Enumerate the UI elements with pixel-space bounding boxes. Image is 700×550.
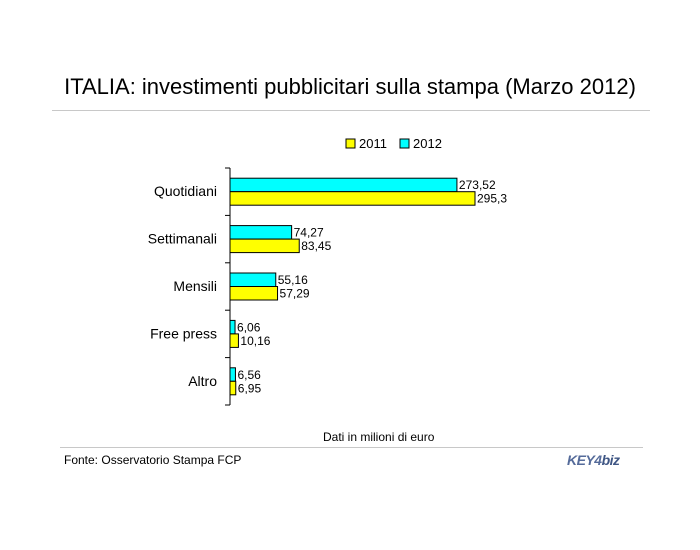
footer-divider [60, 447, 643, 448]
bar-2011 [229, 238, 300, 254]
axis-note: Dati in milioni di euro [323, 430, 435, 444]
bar-2011 [229, 286, 279, 301]
source-note: Fonte: Osservatorio Stampa FCP [64, 453, 242, 467]
bar-2012 [229, 319, 236, 335]
bar-2012 [229, 272, 277, 287]
bar-2011 [229, 380, 237, 396]
bar-2012 [229, 367, 236, 382]
bar-2012 [229, 225, 293, 240]
data-label-2012: 55,16 [278, 273, 308, 287]
legend-swatch-2011 [345, 138, 356, 149]
legend-swatch-2012 [399, 138, 410, 149]
data-label-2011: 295,3 [477, 192, 507, 206]
category-label: Free press [150, 325, 217, 341]
data-label-2011: 83,45 [301, 239, 331, 253]
category-label: Quotidiani [154, 183, 217, 199]
category-label: Altro [188, 373, 217, 389]
category-label: Mensili [173, 278, 217, 294]
title-divider [52, 110, 650, 111]
category-label: Settimanali [148, 231, 217, 247]
data-label-2012: 74,27 [294, 226, 324, 240]
bar-2011 [229, 191, 476, 206]
data-label-2011: 10,16 [240, 334, 270, 348]
data-label-2011: 6,95 [238, 381, 262, 395]
bar-2012 [229, 177, 458, 193]
data-label-2012: 273,52 [459, 178, 496, 192]
bar-2011 [229, 333, 239, 348]
data-label-2012: 6,56 [237, 368, 261, 382]
key4biz-logo: KEY4biz [567, 452, 620, 468]
legend-label-2011: 2011 [359, 136, 387, 151]
chart-title: ITALIA: investimenti pubblicitari sulla … [64, 74, 636, 99]
legend-label-2012: 2012 [413, 136, 442, 151]
data-label-2012: 6,06 [237, 320, 261, 334]
data-label-2011: 57,29 [280, 287, 310, 301]
